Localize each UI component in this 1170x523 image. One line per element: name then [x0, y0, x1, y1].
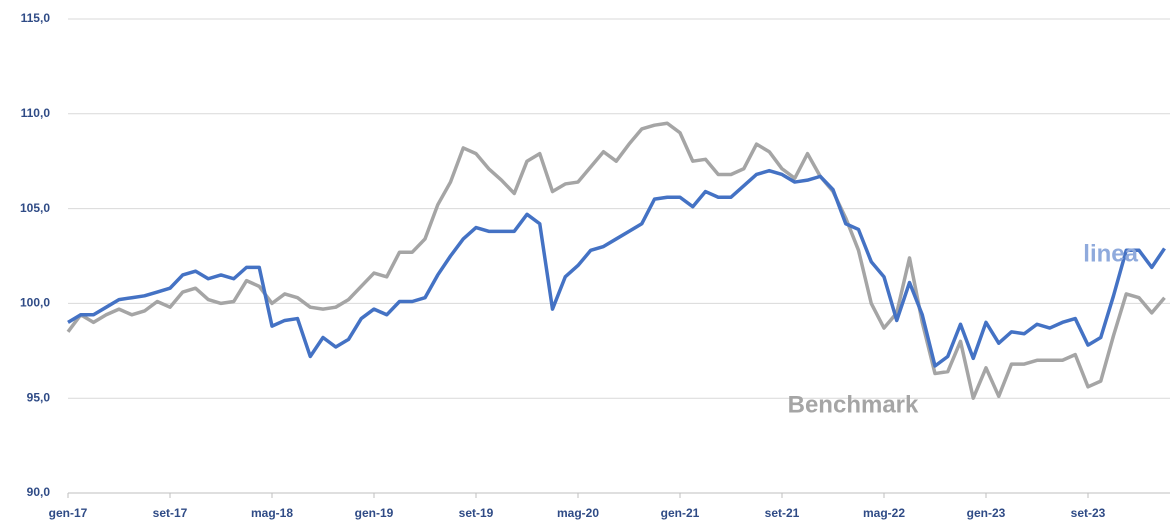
x-tick-label: mag-18 [251, 506, 293, 520]
x-tick-label: gen-21 [661, 506, 700, 520]
y-tick-label: 115,0 [21, 11, 51, 25]
y-tick-label: 90,0 [27, 485, 51, 499]
annotation: linea [1083, 240, 1138, 267]
y-tick-label: 110,0 [21, 106, 51, 120]
annotation: Benchmark [788, 391, 919, 418]
x-tick-label: set-17 [153, 506, 188, 520]
y-tick-label: 100,0 [20, 296, 50, 310]
x-tick-label: mag-22 [863, 506, 905, 520]
x-tick-label: gen-17 [49, 506, 88, 520]
x-tick-label: mag-20 [557, 506, 599, 520]
x-tick-label: set-19 [459, 506, 494, 520]
x-tick-label: set-23 [1071, 506, 1106, 520]
series-line [66, 121, 1166, 400]
x-tick-label: gen-23 [967, 506, 1006, 520]
y-tick-label: 105,0 [20, 201, 50, 215]
x-tick-label: set-21 [765, 506, 800, 520]
x-tick-label: gen-19 [355, 506, 394, 520]
y-tick-label: 95,0 [27, 390, 51, 404]
series-line [67, 168, 1166, 368]
